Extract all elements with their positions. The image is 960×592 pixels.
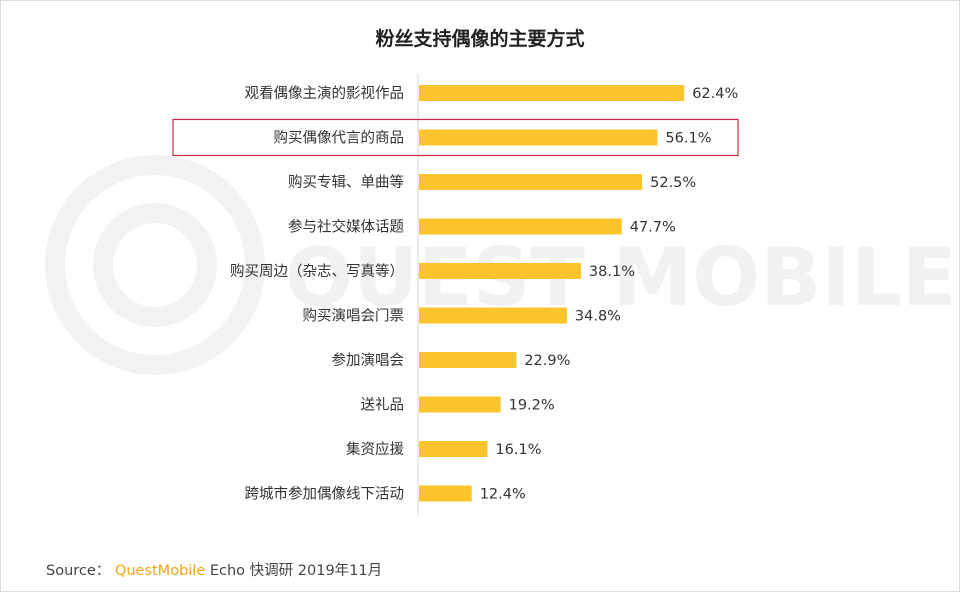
bar-5 xyxy=(419,307,567,324)
category-label-6: 参加演唱会 xyxy=(332,352,405,369)
value-label-5: 34.8% xyxy=(575,309,621,325)
watermark-text: QUEST MOBILE xyxy=(285,231,957,324)
category-label-3: 参与社交媒体话题 xyxy=(288,218,404,236)
value-label-8: 16.1% xyxy=(495,442,541,458)
chart-title: 粉丝支持偶像的主要方式 xyxy=(375,28,585,50)
category-label-0: 观看偶像主演的影视作品 xyxy=(245,85,405,102)
category-label-9: 跨城市参加偶像线下活动 xyxy=(245,486,405,503)
bar-7 xyxy=(419,396,501,413)
value-label-2: 52.5% xyxy=(650,175,696,191)
watermark-logo-icon xyxy=(45,155,265,375)
source-detail: Echo 快调研 2019年11月 xyxy=(209,563,383,579)
value-label-0: 62.4% xyxy=(692,86,738,102)
value-label-4: 38.1% xyxy=(589,264,635,280)
category-label-7: 送礼品 xyxy=(361,397,405,414)
value-label-1: 56.1% xyxy=(665,131,711,147)
value-label-7: 19.2% xyxy=(509,398,555,414)
bar-2 xyxy=(419,174,643,190)
bar-9 xyxy=(419,485,472,502)
bar-6 xyxy=(419,352,517,368)
bar-4 xyxy=(419,263,581,279)
bar-0 xyxy=(419,85,685,101)
value-label-9: 12.4% xyxy=(480,487,526,503)
highlight-box xyxy=(172,118,739,157)
source-label: Source： xyxy=(46,563,111,579)
category-label-1: 购买偶像代言的商品 xyxy=(274,130,405,147)
bar-8 xyxy=(419,441,488,457)
value-label-6: 22.9% xyxy=(524,353,570,369)
category-label-5: 购买演唱会门票 xyxy=(303,308,405,325)
category-label-8: 集资应援 xyxy=(346,440,404,458)
category-label-4: 购买周边（杂志、写真等） xyxy=(230,262,404,280)
source-footnote: Source： QuestMobile Echo 快调研 2019年11月 xyxy=(46,559,382,580)
category-label-2: 购买专辑、单曲等 xyxy=(288,173,404,191)
value-label-3: 47.7% xyxy=(630,220,676,236)
bar-3 xyxy=(419,218,622,235)
source-brand: QuestMobile xyxy=(114,563,206,579)
bar-1 xyxy=(419,129,658,146)
